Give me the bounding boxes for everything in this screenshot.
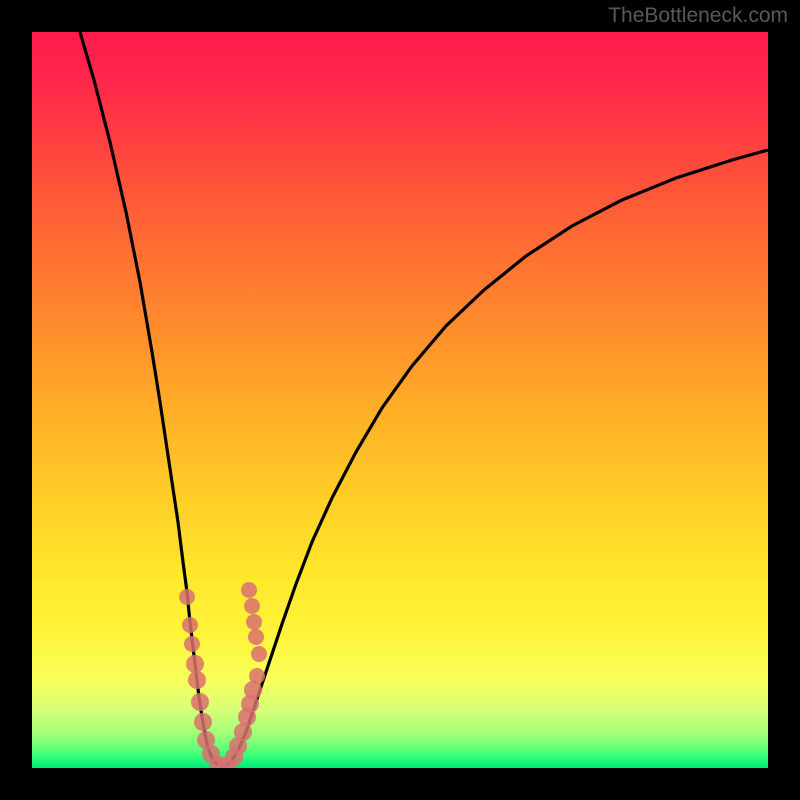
marker-dot — [184, 636, 200, 652]
marker-dot — [249, 668, 265, 684]
plot-area — [32, 32, 768, 768]
bottleneck-curve — [32, 32, 768, 768]
watermark-text: TheBottleneck.com — [608, 4, 788, 28]
marker-dot — [251, 646, 267, 662]
marker-dot — [179, 589, 195, 605]
marker-dot — [244, 598, 260, 614]
marker-dot — [182, 617, 198, 633]
marker-dot — [246, 614, 262, 630]
marker-dot — [248, 629, 264, 645]
marker-dot — [244, 681, 262, 699]
marker-dot — [241, 582, 257, 598]
marker-dot — [188, 671, 206, 689]
marker-dot — [194, 713, 212, 731]
marker-dot — [191, 693, 209, 711]
